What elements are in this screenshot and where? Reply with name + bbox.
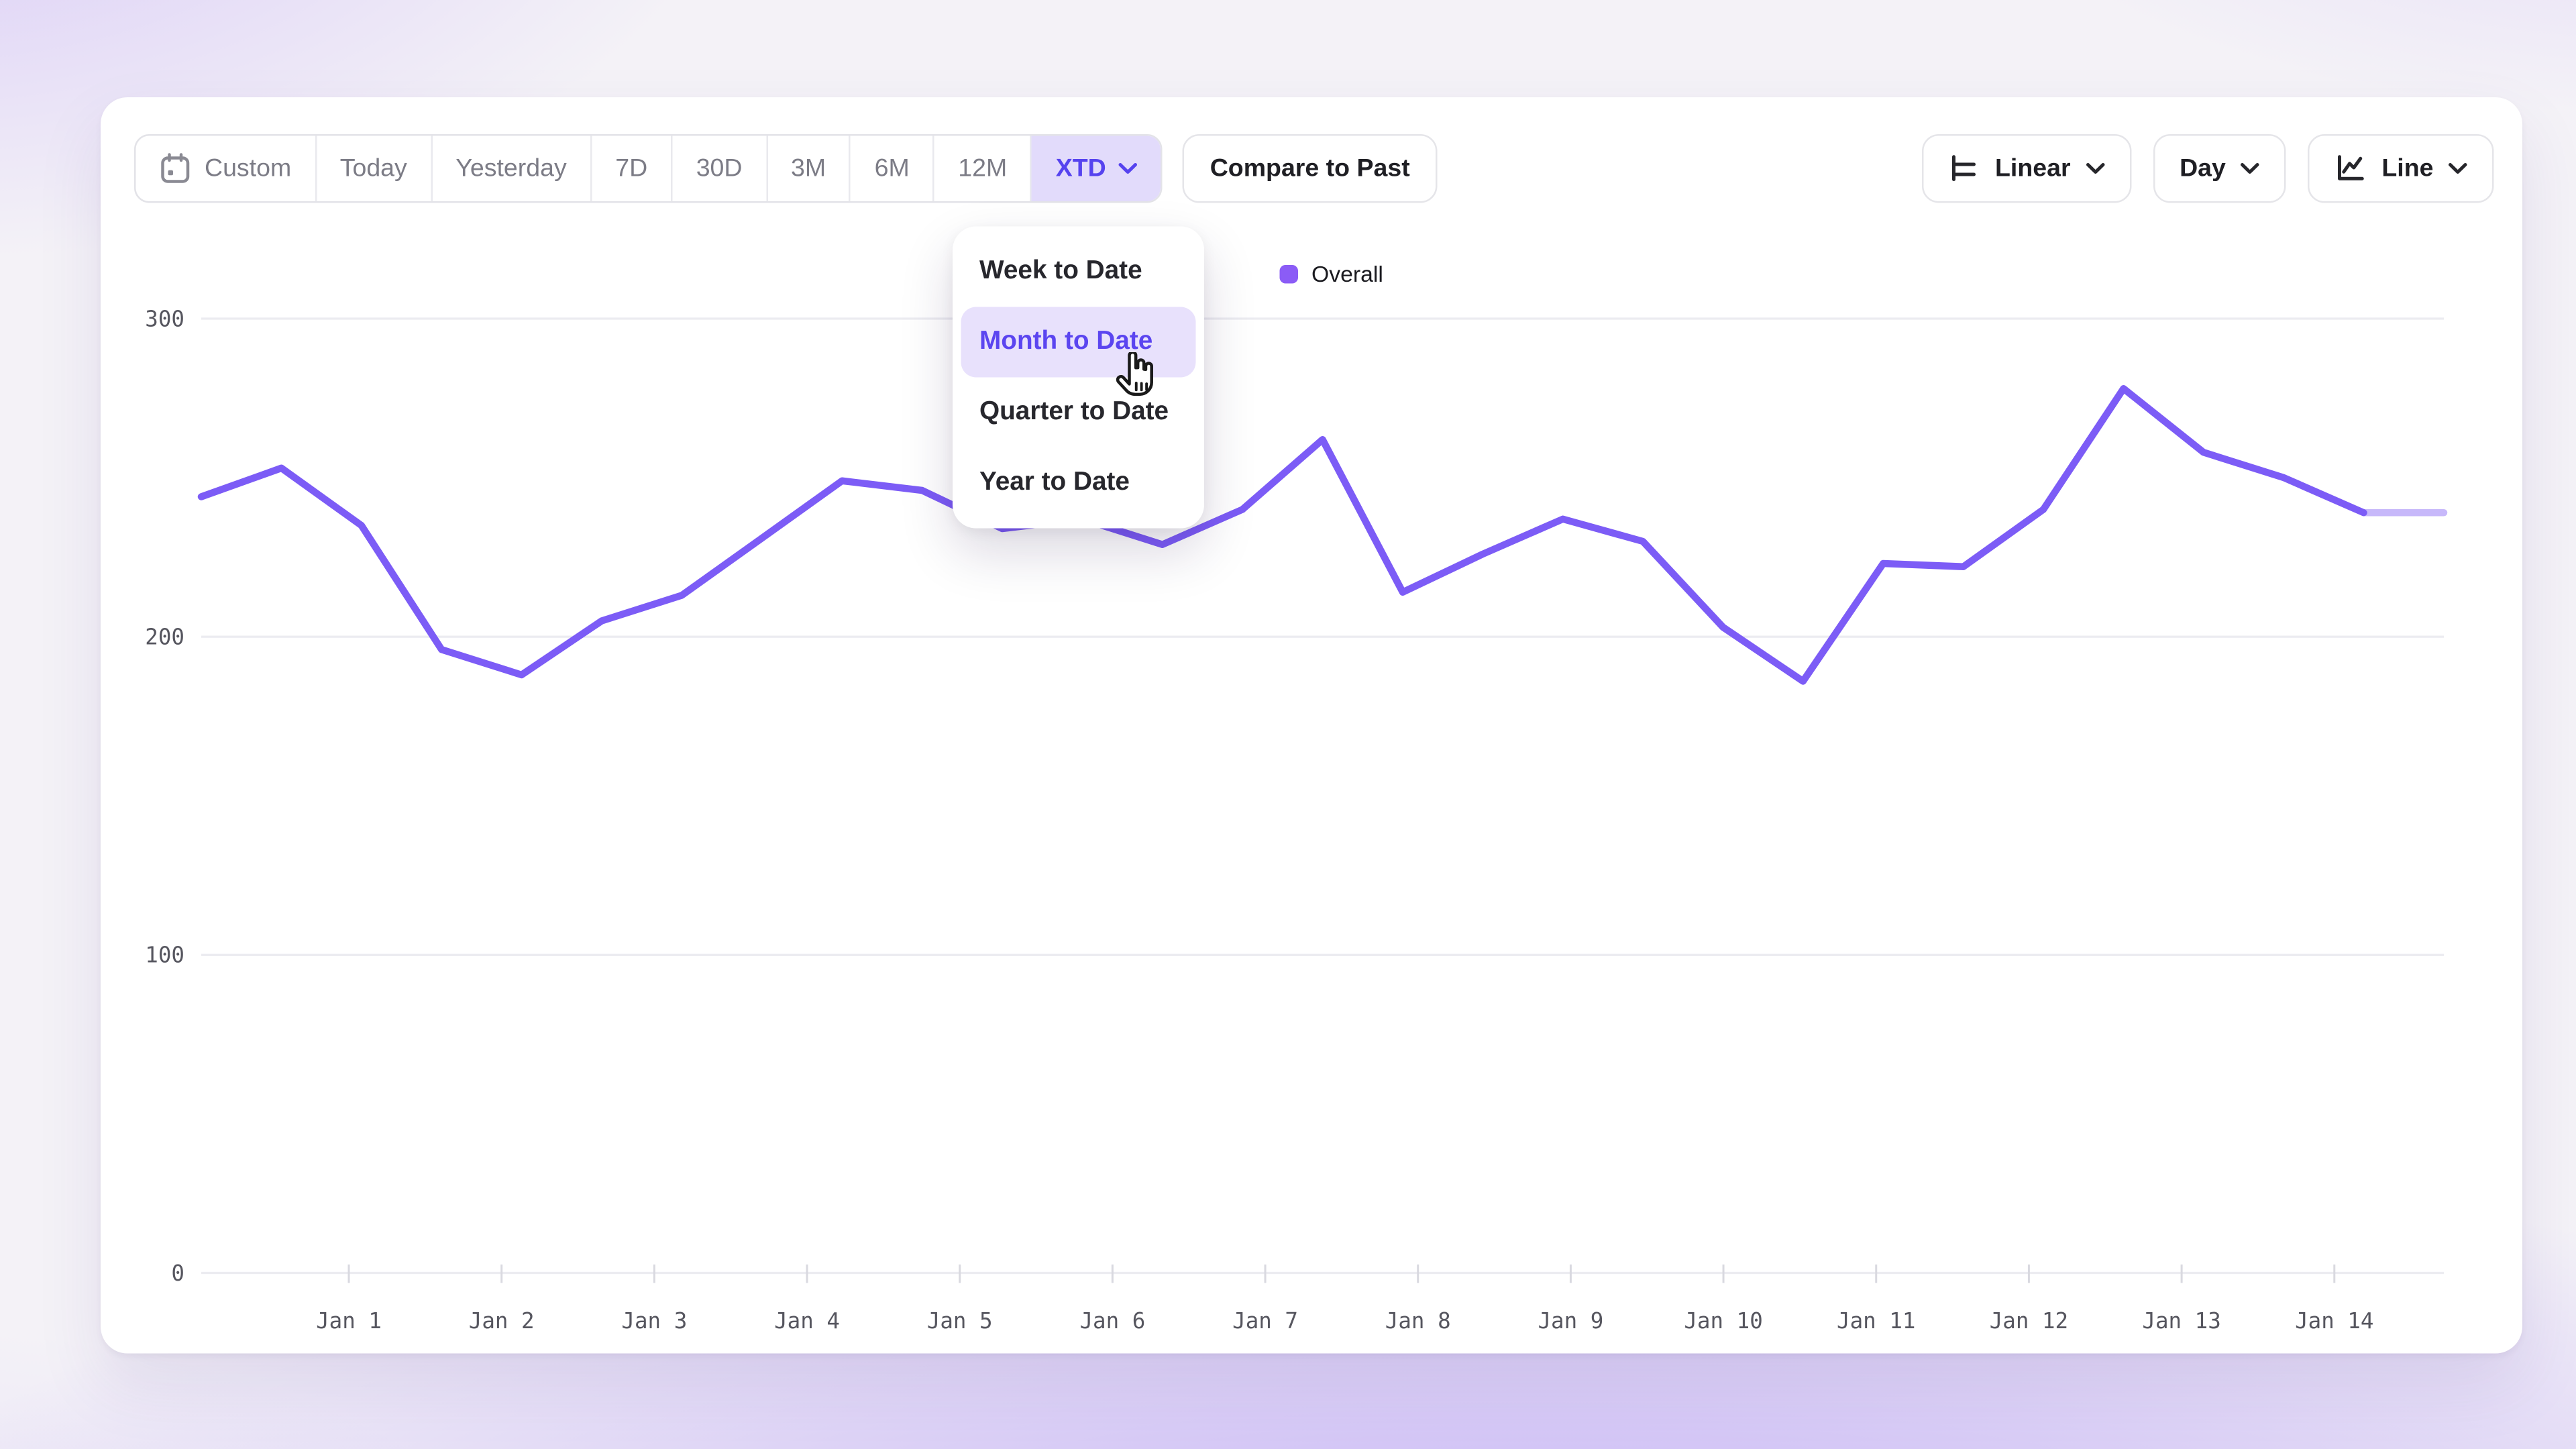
calendar-icon (160, 153, 192, 185)
chart-type-select[interactable]: Line (2308, 134, 2494, 203)
date-range-dropdown: Week to Date Month to Date Quarter to Date… (953, 226, 1204, 529)
chevron-down-icon (1119, 163, 1138, 175)
interval-select[interactable]: Day (2153, 134, 2286, 203)
line-chart-icon (2334, 153, 2367, 185)
x-tick-label-4: Jan 4 (774, 1308, 840, 1334)
x-tick-label-9: Jan 9 (1538, 1308, 1603, 1334)
range-button-today[interactable]: Today (315, 136, 431, 201)
chevron-down-icon (2241, 163, 2259, 175)
x-tick-label-3: Jan 3 (621, 1308, 687, 1334)
x-tick-label-2: Jan 2 (469, 1308, 535, 1334)
x-tick-label-5: Jan 5 (927, 1308, 993, 1334)
linear-scale-icon (1948, 153, 1980, 185)
legend-swatch-overall (1279, 265, 1298, 284)
x-tick-label-14: Jan 14 (2295, 1308, 2373, 1334)
range-button-6m[interactable]: 6M (849, 136, 933, 201)
scale-select[interactable]: Linear (1921, 134, 2131, 203)
x-tick-label-1: Jan 1 (316, 1308, 382, 1334)
y-tick-label-100: 100 (145, 943, 184, 968)
chart-legend[interactable]: Overall (1279, 262, 1383, 287)
dropdown-item-quarter-to-date[interactable]: Quarter to Date (979, 397, 1169, 427)
x-tick-label-13: Jan 13 (2142, 1308, 2220, 1334)
date-range-group: Custom Today Yesterday 7D 30D 3M 6M 12M XTD (134, 134, 1163, 203)
chart-toolbar: Custom Today Yesterday 7D 30D 3M 6M 12M XTD Comp… (134, 134, 2494, 203)
x-tick-label-10: Jan 10 (1684, 1308, 1762, 1334)
series-line-overall (197, 384, 2367, 685)
insights-card: 0 100 200 300 Jan 1 Jan 2 Jan 3 Jan 4 Jan 5 Jan 6… (101, 97, 2522, 1354)
line-chart: 0 100 200 300 Jan 1 Jan 2 Jan 3 Jan 4 Jan 5 Jan 6… (145, 306, 2448, 1334)
chevron-down-icon (2086, 163, 2104, 175)
x-tick-label-12: Jan 12 (1990, 1308, 2068, 1334)
range-button-3m[interactable]: 3M (765, 136, 850, 201)
x-tick-label-6: Jan 6 (1079, 1308, 1145, 1334)
chevron-down-icon (2449, 163, 2467, 175)
range-button-custom[interactable]: Custom (136, 136, 315, 202)
y-tick-label-0: 0 (171, 1260, 184, 1286)
dropdown-item-month-to-date[interactable]: Month to Date (961, 307, 1196, 378)
dropdown-item-year-to-date[interactable]: Year to Date (979, 468, 1130, 497)
x-tick-label-7: Jan 7 (1232, 1308, 1298, 1334)
range-button-30d[interactable]: 30D (671, 136, 765, 201)
range-button-7d[interactable]: 7D (590, 136, 671, 201)
range-button-yesterday[interactable]: Yesterday (430, 136, 590, 201)
compare-to-past-button[interactable]: Compare to Past (1183, 134, 1437, 203)
x-tick-label-11: Jan 11 (1837, 1308, 1915, 1334)
y-tick-label-200: 200 (145, 624, 184, 649)
range-button-12m[interactable]: 12M (932, 136, 1030, 201)
x-tick-label-8: Jan 8 (1385, 1308, 1451, 1334)
y-tick-label-300: 300 (145, 306, 184, 331)
range-button-xtd[interactable]: XTD (1030, 136, 1162, 201)
chart-options-group: Linear Day (1921, 134, 2494, 203)
dropdown-item-week-to-date[interactable]: Week to Date (979, 256, 1142, 286)
legend-label: Overall (1311, 262, 1383, 287)
pointer-cursor-icon (1114, 350, 1159, 409)
